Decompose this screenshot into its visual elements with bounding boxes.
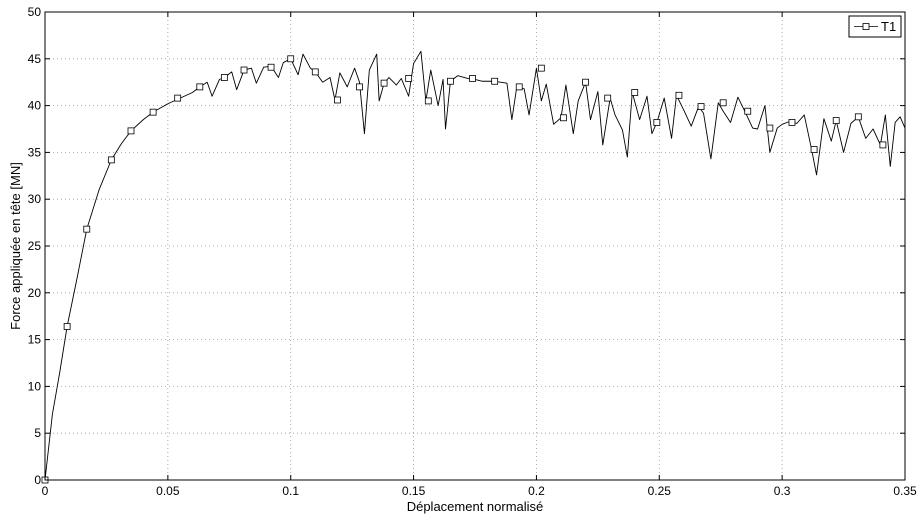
series-marker (854, 113, 862, 121)
legend: T1 (848, 15, 902, 38)
y-axis-label: Force appliquée en tête [MN] (8, 162, 23, 330)
series-marker (582, 78, 589, 86)
series-marker (447, 77, 454, 85)
series-line-group (44, 50, 906, 481)
legend-marker (862, 23, 870, 30)
series-marker (469, 75, 476, 82)
x-tick-label: 0.2 (528, 484, 545, 498)
x-tick-label: 0.3 (774, 484, 791, 498)
series-marker (560, 114, 567, 122)
series-marker (653, 119, 661, 126)
y-tick-label: 20 (28, 286, 42, 300)
plot-frame (44, 11, 906, 481)
y-tick-label: 45 (28, 52, 42, 66)
series-marker (424, 97, 432, 105)
series-marker (127, 127, 135, 135)
series-marker (149, 108, 157, 116)
x-axis-ticks: 0 0.05 0.1 0.15 0.2 0.25 0.3 0.35 (42, 12, 917, 498)
series-marker (311, 68, 319, 76)
series-marker (719, 99, 727, 107)
series-marker (788, 119, 796, 126)
x-tick-label: 0.1 (282, 484, 299, 498)
x-tick-label: 0 (42, 484, 49, 498)
series-marker (83, 225, 91, 233)
y-tick-label: 5 (34, 426, 41, 440)
series-marker (766, 124, 774, 132)
series-marker (405, 75, 413, 82)
series-marker (744, 107, 752, 115)
series-markers-group (41, 55, 887, 484)
y-tick-label: 0 (34, 473, 41, 487)
x-axis-label: Déplacement normalisé (407, 499, 544, 514)
y-tick-label: 40 (28, 99, 42, 113)
x-tick-label: 0.05 (156, 484, 180, 498)
series-marker (697, 103, 705, 110)
series-marker (240, 66, 248, 74)
y-tick-label: 10 (28, 379, 42, 393)
y-tick-label: 35 (28, 145, 42, 159)
series-marker (832, 117, 840, 124)
series-marker (220, 74, 228, 81)
series-marker (333, 96, 341, 104)
series-marker (267, 63, 275, 71)
series-line-t1 (44, 50, 906, 481)
x-tick-label: 0.15 (402, 484, 426, 498)
series-marker (380, 79, 388, 87)
series-marker (196, 83, 204, 91)
series-marker (107, 156, 115, 164)
series-marker (879, 141, 887, 149)
series-marker (515, 83, 523, 91)
y-tick-label: 50 (28, 5, 42, 19)
series-marker (810, 146, 818, 153)
series-marker (287, 55, 295, 63)
series-marker (174, 94, 182, 102)
series-marker (631, 89, 639, 96)
series-marker (537, 64, 545, 72)
y-tick-label: 15 (28, 333, 42, 347)
series-marker (675, 91, 683, 99)
y-axis-ticks: 0 5 10 15 20 25 30 35 40 45 50 (28, 5, 905, 487)
x-tick-label: 0.25 (648, 484, 672, 498)
legend-entry-t1: T1 (881, 19, 896, 34)
series-marker (491, 77, 499, 85)
x-tick-label: 0.35 (893, 484, 917, 498)
series-marker (63, 323, 71, 330)
y-tick-label: 30 (28, 192, 42, 206)
y-tick-label: 25 (28, 239, 42, 253)
grid (45, 12, 905, 480)
series-marker (356, 83, 363, 91)
series-marker (604, 94, 612, 102)
